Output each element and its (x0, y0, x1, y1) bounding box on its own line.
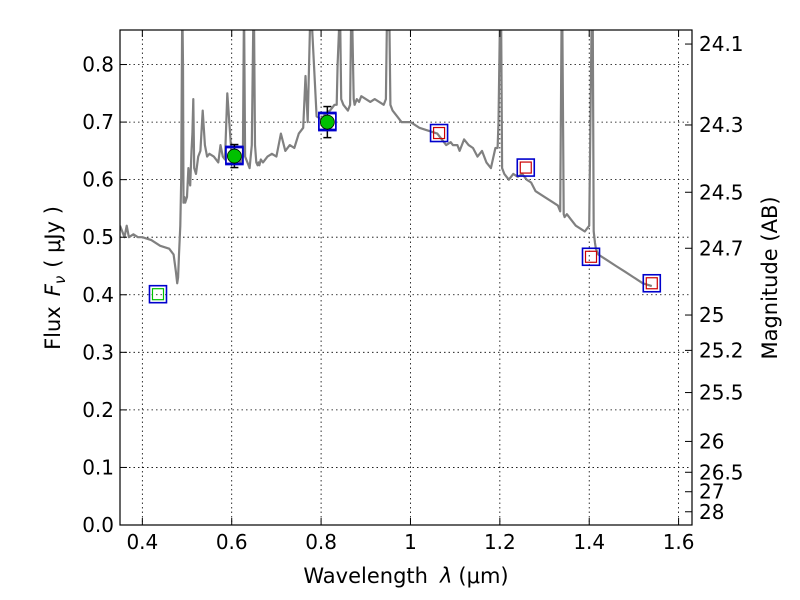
y-tick-label: 0.6 (82, 168, 114, 192)
y-tick-label: 0.7 (82, 110, 114, 134)
magnitude-tick-label: 25.2 (699, 338, 744, 362)
predicted-flux-marker (151, 288, 165, 301)
predicted-flux-marker (519, 161, 532, 174)
magnitude-tick-label: 24.3 (699, 113, 744, 137)
magnitude-tick-label: 27 (699, 480, 724, 504)
measured-flux-point (226, 148, 242, 164)
y-tick-label: 0.4 (82, 283, 114, 307)
x-axis-label: Wavelength λ (μm) (303, 564, 508, 588)
x-tick-label: 0.6 (216, 530, 248, 554)
model-flux-marker (148, 284, 168, 304)
spectrum-line (120, 30, 653, 288)
y-tick-label: 0.1 (82, 455, 114, 479)
predicted-flux-marker (584, 250, 598, 263)
model-flux-marker (581, 247, 601, 267)
magnitude-axis-label: Magnitude (AB) (758, 196, 782, 359)
grid (120, 30, 692, 526)
x-tick-label: 0.8 (305, 530, 337, 554)
magnitude-tick-label: 24.7 (699, 236, 744, 260)
y-tick-label: 0.2 (82, 398, 114, 422)
photometry-markers (148, 105, 662, 304)
magnitude-tick-label: 26 (699, 429, 724, 453)
measured-box (318, 112, 337, 132)
magnitude-tick-label: 24.5 (699, 180, 744, 204)
predicted-flux-marker (645, 277, 658, 290)
magnitude-tick-label: 26.5 (699, 460, 744, 484)
x-tick-label: 1.2 (484, 530, 516, 554)
model-spectrum (120, 30, 653, 288)
model-flux-marker (516, 158, 536, 177)
x-tick-label: 0.4 (126, 530, 158, 554)
measured-box (225, 146, 244, 166)
plot-frame (119, 29, 693, 526)
y-tick-label: 0.8 (82, 53, 114, 77)
magnitude-tick-label: 25.5 (699, 381, 744, 405)
x-tick-label: 1.6 (663, 530, 695, 554)
model-flux-marker (642, 273, 662, 293)
x-tick-label: 1.4 (573, 530, 605, 554)
y-tick-label: 0.3 (82, 340, 114, 364)
y-axis-label: FluxFν( μJy ) (41, 206, 69, 350)
model-flux-marker (429, 123, 449, 143)
axis-ticks: 0.4 0.6 0.8 1 1.2 1.4 1.6 0.0 0.1 0.2 0.3 0.4 0.5 0.6… (82, 30, 744, 554)
y-tick-label: 0.5 (82, 225, 114, 249)
y-tick-label: 0.0 (82, 513, 114, 537)
predicted-flux-marker (432, 126, 446, 140)
measured-flux-point (319, 114, 335, 130)
x-tick-label: 1 (404, 530, 417, 554)
magnitude-tick-label: 24.1 (699, 32, 744, 56)
magnitude-tick-label: 25 (699, 303, 724, 327)
magnitude-tick-label: 28 (699, 500, 724, 524)
